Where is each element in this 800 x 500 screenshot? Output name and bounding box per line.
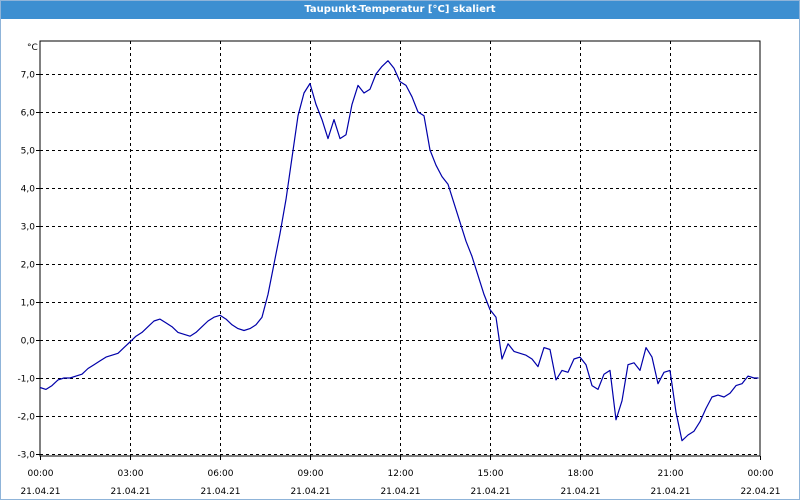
x-tick-date-label: 21.04.21 xyxy=(470,487,510,497)
x-tick-time-label: 03:00 xyxy=(118,469,144,479)
y-tick-label: 0,0 xyxy=(21,337,36,347)
x-tick-date-label: 21.04.21 xyxy=(200,487,240,497)
y-tick-label: 2,0 xyxy=(21,261,36,271)
x-tick-time-label: 06:00 xyxy=(208,469,234,479)
x-tick-date-label: 22.04.21 xyxy=(740,487,780,497)
y-tick-label: 5,0 xyxy=(21,147,36,157)
x-tick-date-label: 21.04.21 xyxy=(110,487,150,497)
x-tick-date-label: 21.04.21 xyxy=(560,487,600,497)
x-tick-time-label: 00:00 xyxy=(748,469,774,479)
y-tick-label: 3,0 xyxy=(21,223,36,233)
grid xyxy=(40,41,760,456)
window-title: Taupunkt-Temperatur [°C] skaliert xyxy=(1,1,799,19)
x-tick-date-label: 21.04.21 xyxy=(290,487,330,497)
series-layer xyxy=(39,60,759,442)
plot-area xyxy=(39,40,761,457)
x-tick-time-label: 18:00 xyxy=(568,469,594,479)
plot-border xyxy=(39,40,761,457)
y-axis-unit-label: °C xyxy=(27,43,38,53)
x-tick-time-label: 12:00 xyxy=(388,469,414,479)
y-tick-label: -2,0 xyxy=(17,413,35,423)
x-tick-time-label: 09:00 xyxy=(298,469,324,479)
x-tick-date-label: 21.04.21 xyxy=(20,487,60,497)
y-tick-label: 7,0 xyxy=(21,71,36,81)
x-tick-date-label: 21.04.21 xyxy=(650,487,690,497)
x-tick-time-label: 21:00 xyxy=(658,469,684,479)
y-tick-label: 1,0 xyxy=(21,299,36,309)
series-line xyxy=(39,60,759,442)
x-tick-time-label: 15:00 xyxy=(478,469,504,479)
x-tick-date-label: 21.04.21 xyxy=(380,487,420,497)
x-axis: 00:00 21.04.21 03:00 21.04.21 06:00 21.04.21 0… xyxy=(20,456,781,497)
y-tick-label: -1,0 xyxy=(17,375,35,385)
y-tick-label: 4,0 xyxy=(21,185,36,195)
y-tick-label: -3,0 xyxy=(17,451,35,461)
y-axis: 7,0 6,0 5,0 4,0 3,0 2,0 1,0 0,0 -1,0 -2,0 -3,0 xyxy=(17,71,40,461)
line-chart: 7,0 6,0 5,0 4,0 3,0 2,0 1,0 0,0 -1,0 -2,0 -3,0 00:… xyxy=(17,40,781,497)
y-tick-label: 6,0 xyxy=(21,109,36,119)
x-tick-time-label: 00:00 xyxy=(28,469,54,479)
